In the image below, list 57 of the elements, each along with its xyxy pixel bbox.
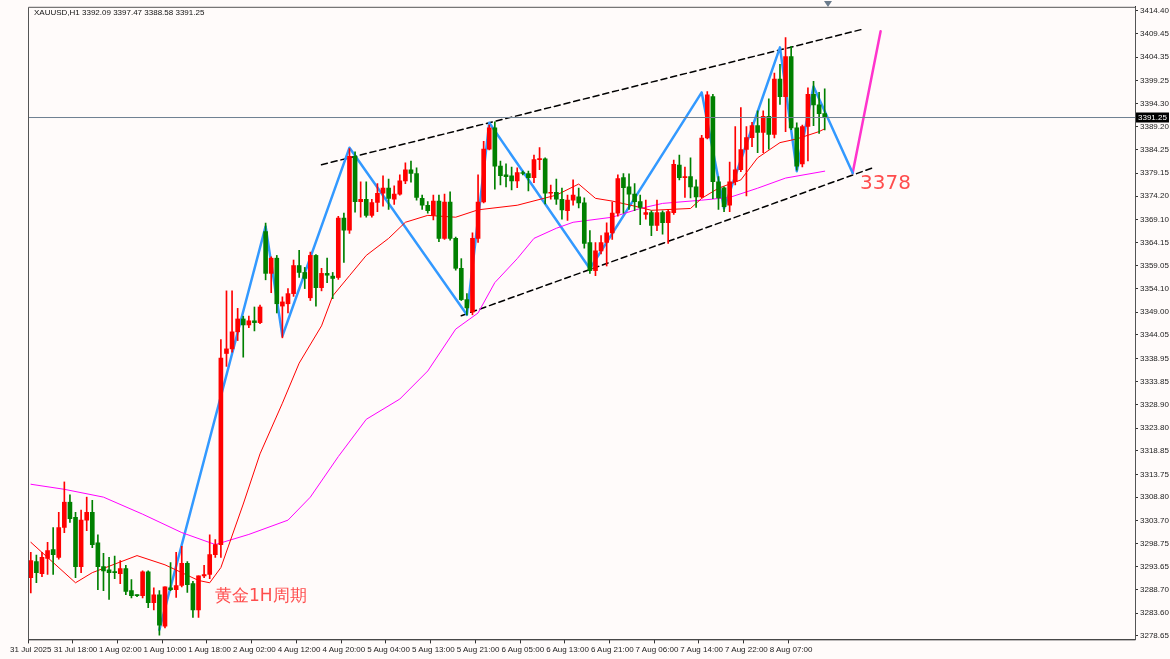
y-tick-label: 3313.75 xyxy=(1140,469,1170,479)
y-tick-label: 3374.20 xyxy=(1140,191,1170,201)
y-tick-label: 3338.95 xyxy=(1140,353,1170,363)
x-tick-label: 6 Aug 13:00 xyxy=(546,645,590,655)
annotation: 3378 xyxy=(860,170,911,194)
y-tick-label: 3394.30 xyxy=(1140,98,1170,108)
x-tick-label: 8 Aug 07:00 xyxy=(769,645,814,655)
y-tick-label: 3333.85 xyxy=(1140,377,1170,387)
ref-line-label: 3391.25 xyxy=(1138,112,1168,122)
x-tick-label: 1 Aug 02:00 xyxy=(98,645,143,655)
y-tick-label: 3344.05 xyxy=(1140,330,1170,340)
y-tick-label: 3303.70 xyxy=(1140,515,1170,525)
y-tick-label: 3384.25 xyxy=(1140,144,1170,154)
x-tick-label: 5 Aug 04:00 xyxy=(367,645,411,655)
y-tick-label: 3359.05 xyxy=(1140,260,1170,270)
y-tick-label: 3409.45 xyxy=(1140,28,1170,38)
x-tick-label: 5 Aug 13:00 xyxy=(411,645,456,655)
x-tick-label: 7 Aug 06:00 xyxy=(635,645,679,655)
x-tick-label: 5 Aug 21:00 xyxy=(456,645,500,655)
y-tick-label: 3389.20 xyxy=(1140,122,1170,132)
y-tick-label: 3318.85 xyxy=(1140,446,1170,456)
y-tick-label: 3323.80 xyxy=(1140,423,1170,433)
x-tick-label: 1 Aug 18:00 xyxy=(188,645,232,655)
y-tick-label: 3399.25 xyxy=(1140,75,1170,85)
candlestick xyxy=(643,199,649,220)
x-tick-label: 6 Aug 21:00 xyxy=(590,645,635,655)
y-tick-label: 3278.65 xyxy=(1140,631,1170,641)
y-tick-label: 3369.10 xyxy=(1140,214,1170,224)
x-tick-label: 2 Aug 02:00 xyxy=(233,645,277,655)
annotation: 黄金1H周期 xyxy=(215,585,307,605)
y-tick-label: 3298.75 xyxy=(1140,538,1170,548)
chart-title: XAUUSD,H1 3392.09 3397.47 3388.58 3391.25 xyxy=(34,8,205,17)
x-tick-label: 4 Aug 20:00 xyxy=(322,645,366,655)
x-tick-label: 6 Aug 05:00 xyxy=(501,645,545,655)
y-tick-label: 3328.90 xyxy=(1140,399,1170,409)
candlestick xyxy=(682,166,688,198)
y-tick-label: 3349.00 xyxy=(1140,307,1170,317)
candlestick xyxy=(548,184,554,200)
y-tick-label: 3404.35 xyxy=(1140,52,1170,62)
candlestick xyxy=(324,257,330,283)
y-tick-label: 3288.70 xyxy=(1140,584,1170,594)
y-tick-label: 3293.65 xyxy=(1140,562,1170,572)
x-tick-label: 31 Jul 2025 xyxy=(10,645,53,655)
candlestick xyxy=(240,315,246,358)
x-tick-label: 4 Aug 12:00 xyxy=(277,645,322,655)
x-tick-label: 1 Aug 10:00 xyxy=(143,645,187,655)
y-tick-label: 3414.40 xyxy=(1140,6,1170,16)
y-tick-label: 3283.60 xyxy=(1140,608,1170,618)
x-tick-label: 7 Aug 22:00 xyxy=(725,645,769,655)
y-tick-label: 3379.15 xyxy=(1140,168,1170,178)
x-tick-label: 31 Jul 18:00 xyxy=(53,645,98,655)
candlestick xyxy=(84,496,90,532)
candlestick xyxy=(330,272,336,300)
y-tick-label: 3364.15 xyxy=(1140,237,1170,247)
y-tick-label: 3354.10 xyxy=(1140,283,1170,293)
y-tick-label: 3308.80 xyxy=(1140,492,1170,502)
x-tick-label: 7 Aug 14:00 xyxy=(680,645,724,655)
